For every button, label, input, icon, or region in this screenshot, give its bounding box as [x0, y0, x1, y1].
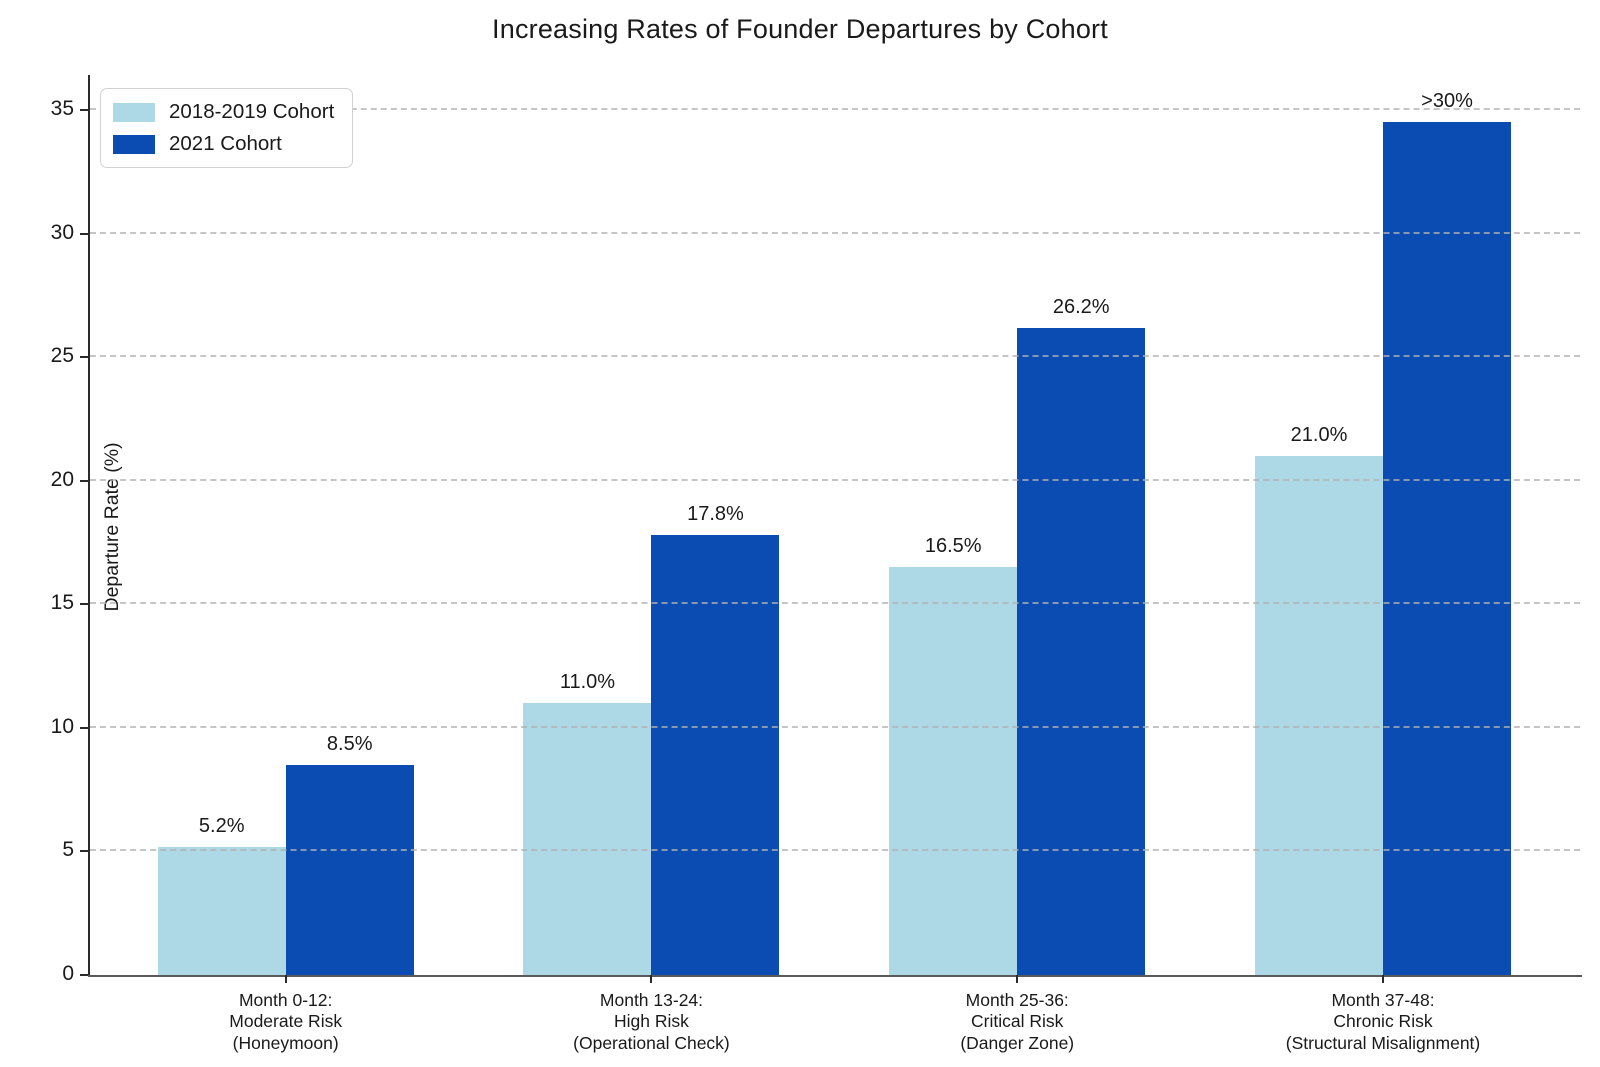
bar-value-label: >30%	[1421, 90, 1473, 113]
y-tick-mark	[80, 974, 88, 976]
bar-cohort-2018	[1255, 456, 1383, 975]
gridline-20	[90, 478, 1580, 481]
bar-cohort-2018	[889, 567, 1018, 975]
y-tick-mark	[80, 850, 88, 853]
y-tick-mark	[80, 479, 88, 482]
legend-item: 2021 Cohort	[113, 132, 334, 156]
bar-value-label: 26.2%	[1052, 295, 1110, 318]
y-tick-label: 25	[50, 344, 74, 368]
y-tick-mark	[80, 726, 88, 729]
gridline-10	[90, 725, 1580, 728]
chart-legend: 2018-2019 Cohort 2021 Cohort	[100, 88, 354, 168]
x-tick-mark	[1382, 975, 1384, 983]
y-tick-label: 30	[50, 220, 74, 244]
x-tick-label: Month 25-36: Critical Risk (Danger Zone)	[960, 990, 1075, 1053]
y-tick-mark	[80, 232, 88, 235]
y-tick-mark	[80, 603, 88, 606]
gridline-30	[90, 231, 1580, 234]
bar-value-label: 8.5%	[326, 732, 373, 755]
chart-title: Increasing Rates of Founder Departures b…	[492, 14, 1108, 44]
gridline-25	[90, 355, 1580, 358]
x-tick-mark	[284, 975, 287, 983]
bar-cohort-2021	[1017, 327, 1146, 975]
x-tick-label: Month 0-12: Moderate Risk (Honeymoon)	[229, 990, 343, 1053]
y-axis-spine	[88, 75, 90, 975]
bar-value-label: 5.2%	[198, 814, 245, 837]
bar-cohort-2021	[651, 535, 780, 975]
y-tick-label: 0	[62, 962, 74, 985]
y-axis-label: Departure Rate (%)	[101, 442, 124, 612]
x-tick-label: Month 13-24: High Risk (Operational Check)	[573, 990, 730, 1053]
legend-item: 2018-2019 Cohort	[113, 100, 334, 124]
legend-label: 2021 Cohort	[169, 132, 282, 155]
x-tick-mark	[650, 975, 653, 983]
legend-label: 2018-2019 Cohort	[169, 100, 335, 123]
x-tick-label: Month 37-48: Chronic Risk (Structural Misa…	[1285, 990, 1481, 1053]
y-tick-label: 35	[50, 97, 74, 121]
x-tick-mark	[1016, 975, 1019, 983]
bar-cohort-2018	[157, 846, 286, 975]
bar-value-label: 16.5%	[924, 535, 982, 558]
gridline-5	[90, 849, 1580, 852]
y-tick-mark	[80, 356, 88, 359]
y-tick-mark	[80, 109, 88, 112]
bar-cohort-2021	[285, 764, 414, 975]
y-tick-label: 20	[50, 467, 74, 491]
legend-swatch-icon	[113, 102, 155, 122]
bar-value-label: 17.8%	[687, 503, 744, 526]
x-axis-spine	[88, 975, 1582, 977]
y-tick-label: 15	[50, 591, 74, 615]
gridline-35	[90, 108, 1580, 111]
bar-cohort-2018	[523, 703, 652, 975]
plot-area: Departure Rate (%) 2018-2019 Cohort 2021 …	[51, 75, 1582, 1053]
legend-swatch-icon	[113, 134, 155, 154]
bar-value-label: 11.0%	[559, 671, 616, 694]
bar-cohort-2021	[1383, 122, 1511, 975]
gridline-15	[90, 602, 1580, 605]
y-tick-label: 5	[62, 838, 74, 862]
bar-value-label: 21.0%	[1290, 424, 1348, 447]
y-tick-label: 10	[50, 714, 74, 738]
